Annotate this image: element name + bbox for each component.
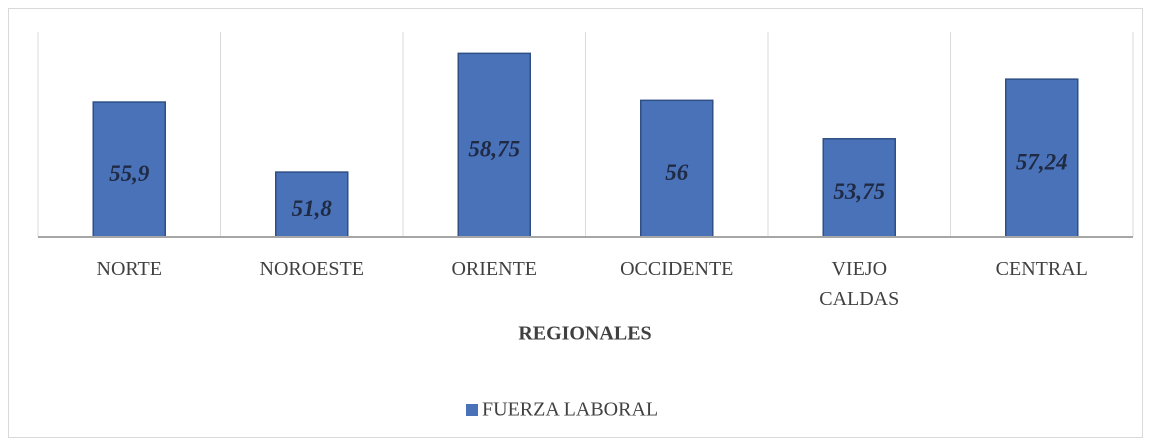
x-tick-label-line: CALDAS xyxy=(819,288,899,310)
x-tick-label-line: OCCIDENTE xyxy=(620,258,733,280)
data-label: 58,75 xyxy=(468,136,520,161)
legend-label: FUERZA LABORAL xyxy=(482,399,658,421)
bar xyxy=(1005,78,1079,238)
bar xyxy=(822,138,896,238)
data-label: 57,24 xyxy=(1016,149,1068,174)
x-tick-label-line: VIEJO xyxy=(831,258,887,280)
x-axis-label: REGIONALES xyxy=(518,323,651,345)
data-label: 53,75 xyxy=(833,179,885,204)
x-tick-label-line: CENTRAL xyxy=(996,258,1088,280)
bar xyxy=(640,99,714,238)
x-tick-label-line: NOROESTE xyxy=(260,258,364,280)
x-tick-label-line: ORIENTE xyxy=(451,258,537,280)
x-tick-label-line: NORTE xyxy=(97,258,162,280)
bar xyxy=(275,171,349,238)
bar xyxy=(457,52,531,238)
x-tick-label: VIEJO CALDAS xyxy=(819,258,899,310)
legend-swatch xyxy=(466,404,478,416)
x-tick-label: CENTRAL xyxy=(996,258,1088,280)
data-label: 55,9 xyxy=(109,161,150,186)
data-label: 56 xyxy=(665,160,689,185)
x-tick-label: NOROESTE xyxy=(260,258,364,280)
x-tick-label: NORTE xyxy=(97,258,162,280)
data-label: 51,8 xyxy=(292,196,333,221)
x-tick-label: OCCIDENTE xyxy=(620,258,733,280)
chart-frame xyxy=(8,8,1143,438)
x-tick-label: ORIENTE xyxy=(451,258,537,280)
